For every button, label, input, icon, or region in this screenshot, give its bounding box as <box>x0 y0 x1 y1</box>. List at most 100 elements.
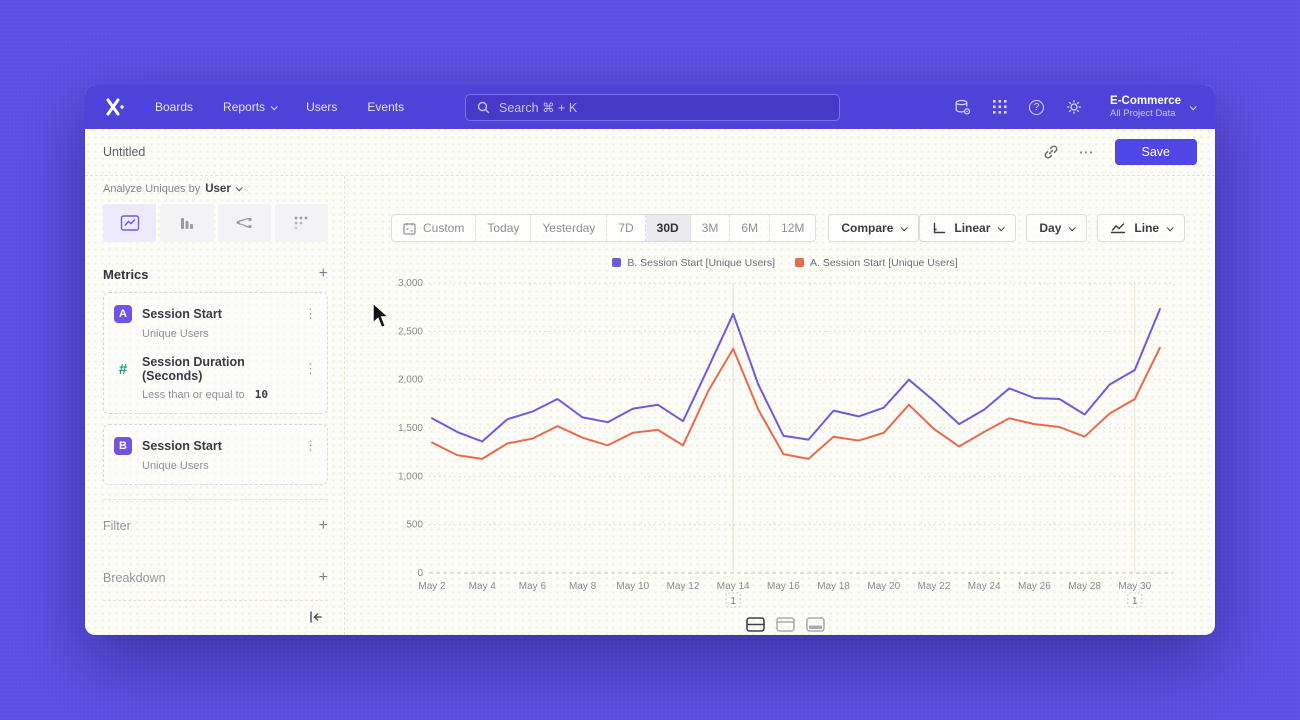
series-line-a[interactable] <box>432 348 1160 459</box>
chevron-down-icon <box>901 224 908 231</box>
x-axis-label: May 14 <box>717 581 750 592</box>
y-axis-label: 0 <box>417 568 423 579</box>
chevron-down-icon <box>998 224 1005 231</box>
metric-subtitle[interactable]: Unique Users <box>142 460 317 472</box>
metric-card-primary[interactable]: A Session Start ⋮ Unique Users # Session… <box>103 292 328 414</box>
report-title[interactable]: Untitled <box>103 145 145 159</box>
chart-controls: Custom Today Yesterday 7D 30D 3M 6M 12M … <box>391 214 1179 242</box>
layout-split-icon[interactable] <box>746 617 765 632</box>
sidebar-footer <box>103 600 328 635</box>
x-axis-label: May 10 <box>616 581 649 592</box>
y-axis-label: 2,000 <box>398 375 423 386</box>
nav-item-events[interactable]: Events <box>367 100 404 114</box>
search-input[interactable]: Search ⌘ + K <box>465 94 840 121</box>
range-7d[interactable]: 7D <box>607 215 645 241</box>
add-breakdown-button[interactable]: + <box>319 570 328 586</box>
x-axis-label: May 16 <box>767 581 800 592</box>
copy-link-icon[interactable] <box>1043 144 1059 160</box>
y-axis-label: 500 <box>406 520 423 531</box>
metric-card-secondary[interactable]: B Session Start ⋮ Unique Users <box>103 424 328 485</box>
compare-dropdown[interactable]: Compare <box>828 214 919 242</box>
add-metric-button[interactable]: + <box>319 266 328 282</box>
chevron-down-icon <box>271 103 278 110</box>
metric-a[interactable]: A Session Start ⋮ Unique Users <box>114 305 317 340</box>
data-management-icon[interactable] <box>954 99 971 116</box>
line-style-icon <box>1110 222 1126 234</box>
breakdown-label: Breakdown <box>103 571 166 585</box>
chart-type-tabs <box>103 204 328 242</box>
tab-retention[interactable] <box>275 204 328 242</box>
nav-right-icons: ? E-Commerce All Project Data <box>954 94 1195 120</box>
nav-item-reports[interactable]: Reports <box>223 100 276 114</box>
more-options-icon[interactable]: ⋯ <box>1079 143 1095 161</box>
axis-scale-dropdown[interactable]: Linear <box>919 214 1016 242</box>
range-6m[interactable]: 6M <box>730 215 770 241</box>
x-axis-label: May 12 <box>667 581 700 592</box>
x-axis-label: May 20 <box>867 581 900 592</box>
chevron-down-icon <box>1167 224 1174 231</box>
project-name: E-Commerce <box>1110 94 1181 108</box>
x-axis-label: May 4 <box>469 581 497 592</box>
y-axis-label: 2,500 <box>398 326 423 337</box>
tab-bar-chart[interactable] <box>160 204 213 242</box>
range-yesterday[interactable]: Yesterday <box>531 215 607 241</box>
annotation-badge-label: 1 <box>1132 596 1138 607</box>
project-switcher[interactable]: E-Commerce All Project Data <box>1110 94 1195 120</box>
nav-item-users[interactable]: Users <box>306 100 337 114</box>
filter-section: Filter + <box>103 499 328 534</box>
range-30d[interactable]: 30D <box>646 215 691 241</box>
legend-swatch <box>795 258 804 267</box>
tab-insights-line[interactable] <box>103 204 156 242</box>
query-builder-sidebar: Analyze Uniques by User <box>85 176 345 635</box>
add-filter-button[interactable]: + <box>319 518 328 534</box>
kebab-menu-icon[interactable]: ⋮ <box>304 361 317 377</box>
chart-panel: Custom Today Yesterday 7D 30D 3M 6M 12M … <box>345 176 1215 635</box>
metric-badge-a: A <box>114 305 132 323</box>
annotation-badge-label: 1 <box>730 596 736 607</box>
mixpanel-logo[interactable] <box>105 97 127 117</box>
granularity-dropdown[interactable]: Day <box>1026 214 1087 242</box>
search-placeholder: Search ⌘ + K <box>499 100 577 115</box>
settings-gear-icon[interactable] <box>1066 99 1082 115</box>
bar-chart-icon <box>178 214 196 232</box>
layout-table-only-icon[interactable] <box>806 617 825 632</box>
metric-title: Session Start <box>142 439 294 453</box>
insights-line-chart[interactable]: 05001,0001,5002,0002,5003,00011May 2May … <box>391 273 1181 611</box>
range-today[interactable]: Today <box>476 215 531 241</box>
layout-chart-only-icon[interactable] <box>776 617 795 632</box>
legend-item[interactable]: A. Session Start [Unique Users] <box>795 257 958 269</box>
metric-session-duration[interactable]: # Session Duration (Seconds) ⋮ Less than… <box>114 355 317 401</box>
range-3m[interactable]: 3M <box>691 215 731 241</box>
tab-flows[interactable] <box>218 204 271 242</box>
x-axis-label: May 8 <box>569 581 597 592</box>
range-custom[interactable]: Custom <box>392 215 476 241</box>
analyze-uniques-row: Analyze Uniques by User <box>103 180 328 195</box>
retention-dots-icon <box>293 215 309 231</box>
analyze-value-dropdown[interactable]: User <box>205 183 231 195</box>
y-axis-label: 3,000 <box>398 278 423 289</box>
y-axis-label: 1,000 <box>398 471 423 482</box>
save-button[interactable]: Save <box>1115 139 1198 165</box>
nav-item-boards[interactable]: Boards <box>155 100 193 114</box>
kebab-menu-icon[interactable]: ⋮ <box>304 306 317 322</box>
condition-value: 10 <box>255 388 268 401</box>
metric-subtitle[interactable]: Unique Users <box>142 328 317 340</box>
legend-item[interactable]: B. Session Start [Unique Users] <box>612 257 775 269</box>
x-axis-label: May 24 <box>968 581 1001 592</box>
top-nav: Boards Reports Users Events Search ⌘ + K <box>85 85 1215 129</box>
metric-b[interactable]: B Session Start ⋮ Unique Users <box>114 437 317 472</box>
range-12m[interactable]: 12M <box>770 215 815 241</box>
help-icon[interactable]: ? <box>1029 100 1044 115</box>
kebab-menu-icon[interactable]: ⋮ <box>304 438 317 454</box>
metric-title: Session Duration (Seconds) <box>142 355 294 383</box>
collapse-sidebar-icon[interactable] <box>308 610 324 624</box>
metric-title: Session Start <box>142 307 294 321</box>
search-icon <box>477 101 490 114</box>
chart-legend: B. Session Start [Unique Users] A. Sessio… <box>391 255 1179 270</box>
series-line-b[interactable] <box>432 309 1160 441</box>
x-axis-label: May 22 <box>918 581 951 592</box>
apps-grid-icon[interactable] <box>993 100 1007 114</box>
chart-style-dropdown[interactable]: Line <box>1097 214 1185 242</box>
date-range-selector: Custom Today Yesterday 7D 30D 3M 6M 12M <box>391 214 816 242</box>
metric-condition[interactable]: Less than or equal to10 <box>142 388 317 401</box>
